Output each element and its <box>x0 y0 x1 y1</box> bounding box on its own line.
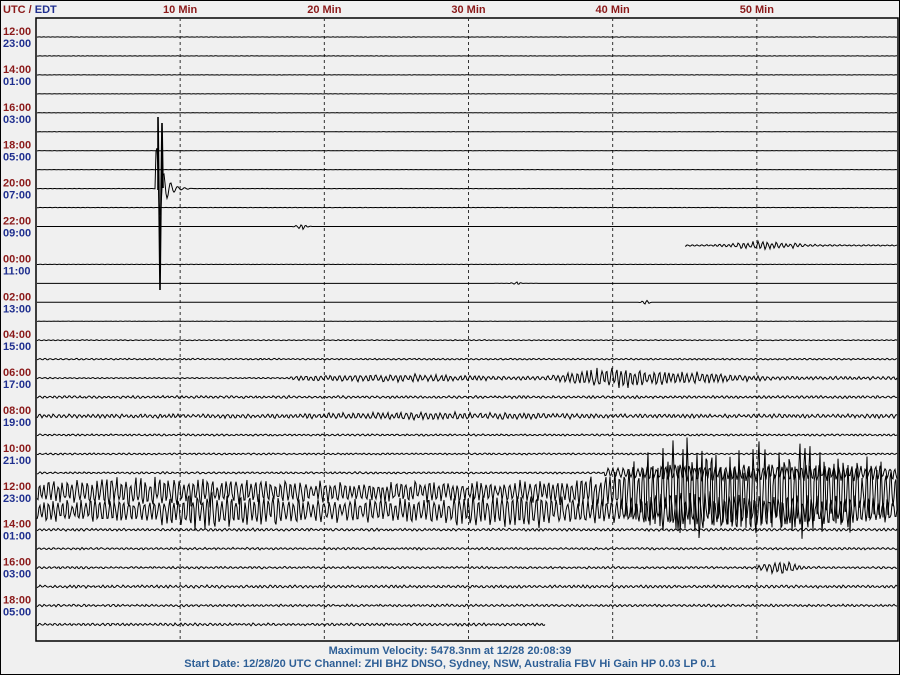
local-hour-label: 23:00 <box>3 493 31 505</box>
local-hour-label: 19:00 <box>3 417 31 429</box>
trace-row <box>36 491 898 531</box>
x-tick-label: 30 Min <box>451 4 486 16</box>
local-hour-label: 03:00 <box>3 569 31 581</box>
trace-row <box>36 394 898 400</box>
utc-hour-label: 08:00 <box>3 405 31 417</box>
local-hour-label: 13:00 <box>3 303 31 315</box>
utc-hour-label: 04:00 <box>3 329 31 341</box>
trace-row <box>36 367 898 389</box>
max-event-spike <box>157 116 164 291</box>
local-hour-label: 03:00 <box>3 114 31 126</box>
local-hour-label: 01:00 <box>3 531 31 543</box>
trace-row <box>36 433 898 437</box>
utc-hour-label: 10:00 <box>3 443 31 455</box>
corner-label: UTC / EDT <box>3 4 57 16</box>
trace-row <box>36 339 898 342</box>
local-hour-label: 09:00 <box>3 228 31 240</box>
local-hour-label: 15:00 <box>3 341 31 353</box>
x-tick-label: 20 Min <box>307 4 342 16</box>
trace-row <box>37 224 897 231</box>
local-hour-label: 21:00 <box>3 455 31 467</box>
utc-hour-label: 06:00 <box>3 367 31 379</box>
x-tick-label: 10 Min <box>163 4 198 16</box>
trace-row <box>36 410 898 422</box>
utc-hour-label: 02:00 <box>3 291 31 303</box>
trace-row <box>36 527 898 533</box>
local-hour-label: 23:00 <box>3 38 31 50</box>
trace-row <box>36 357 898 361</box>
utc-hour-label: 00:00 <box>3 253 31 265</box>
local-hour-label: 11:00 <box>3 265 31 277</box>
utc-hour-label: 22:00 <box>3 216 31 228</box>
trace-row <box>36 148 898 215</box>
x-tick-label: 40 Min <box>596 4 631 16</box>
trace-row <box>36 560 898 576</box>
utc-hour-label: 18:00 <box>3 140 31 152</box>
trace-row <box>37 281 897 285</box>
utc-hour-label: 20:00 <box>3 178 31 190</box>
utc-hour-label: 12:00 <box>3 26 31 38</box>
trace-row <box>36 437 898 539</box>
utc-hour-label: 18:00 <box>3 595 31 607</box>
x-tick-label: 50 Min <box>740 4 775 16</box>
plot-area <box>35 17 899 642</box>
trace-row <box>684 239 898 251</box>
utc-hour-label: 12:00 <box>3 481 31 493</box>
station-info-text: Start Date: 12/28/20 UTC Channel: ZHI BH… <box>184 658 716 670</box>
trace-row <box>36 603 898 608</box>
trace-row <box>37 299 897 305</box>
utc-hour-label: 14:00 <box>3 64 31 76</box>
max-velocity-text: Maximum Velocity: 5478.3nm at 12/28 20:0… <box>328 645 572 657</box>
utc-hour-label: 16:00 <box>3 102 31 114</box>
utc-hour-label: 16:00 <box>3 557 31 569</box>
local-hour-label: 05:00 <box>3 607 31 619</box>
utc-hour-label: 14:00 <box>3 519 31 531</box>
trace-row <box>36 546 898 551</box>
trace-row <box>36 622 546 627</box>
local-hour-label: 05:00 <box>3 152 31 164</box>
local-hour-label: 07:00 <box>3 190 31 202</box>
local-hour-label: 17:00 <box>3 379 31 391</box>
local-hour-label: 01:00 <box>3 76 31 88</box>
trace-row <box>36 584 898 590</box>
